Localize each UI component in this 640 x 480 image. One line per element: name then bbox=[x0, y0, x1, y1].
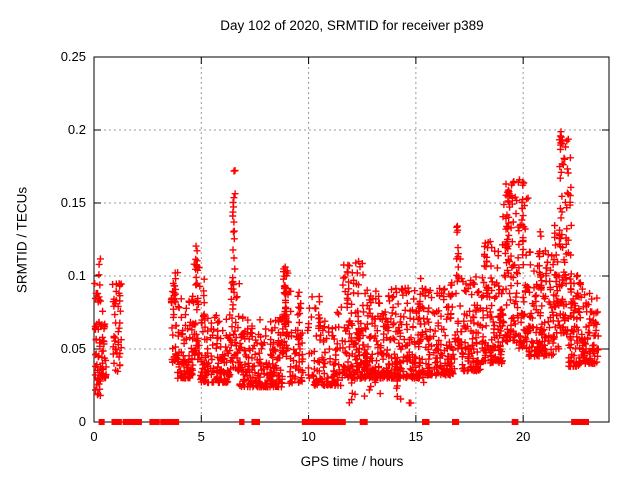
x-tick-label: 5 bbox=[197, 429, 205, 444]
x-tick-label: 15 bbox=[408, 429, 424, 444]
grid-layer bbox=[94, 57, 609, 422]
y-tick-label: 0.1 bbox=[67, 268, 86, 283]
y-tick-label: 0.05 bbox=[60, 341, 86, 356]
x-axis-label: GPS time / hours bbox=[300, 454, 404, 469]
y-axis-label: SRMTID / TECUs bbox=[14, 186, 30, 294]
x-tick-label: 10 bbox=[301, 429, 316, 444]
tick-marks bbox=[93, 56, 609, 423]
x-tick-label: 0 bbox=[90, 429, 98, 444]
chart-title: Day 102 of 2020, SRMTID for receiver p38… bbox=[220, 18, 484, 33]
x-tick-label: 20 bbox=[515, 429, 531, 444]
y-tick-label: 0.15 bbox=[60, 195, 86, 210]
data-points-plus-markers bbox=[91, 128, 602, 407]
y-tick-label: 0.25 bbox=[60, 49, 86, 64]
plot-border bbox=[93, 56, 610, 423]
y-tick-label: 0.2 bbox=[67, 122, 86, 137]
zero-value-markers bbox=[98, 419, 589, 425]
y-tick-label: 0 bbox=[78, 414, 86, 429]
